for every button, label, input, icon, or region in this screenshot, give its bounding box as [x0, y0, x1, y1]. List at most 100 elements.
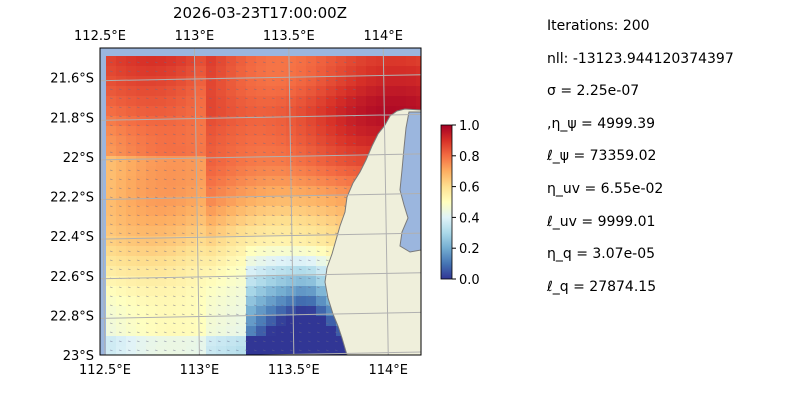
- velocity-arrow: [154, 61, 158, 64]
- velocity-arrow: [289, 61, 293, 64]
- velocity-arrow: [271, 304, 275, 307]
- velocity-arrow: [244, 133, 248, 136]
- velocity-arrow: [235, 349, 239, 352]
- field-cell: [196, 186, 207, 197]
- velocity-arrow: [136, 151, 140, 154]
- field-cell: [346, 176, 357, 187]
- field-cell: [176, 296, 187, 307]
- field-cell: [196, 136, 207, 147]
- velocity-arrow: [145, 187, 149, 190]
- velocity-arrow: [118, 205, 122, 208]
- velocity-arrow: [127, 160, 131, 163]
- field-cell: [266, 306, 277, 317]
- velocity-arrow: [280, 232, 284, 235]
- field-cell: [176, 166, 187, 177]
- field-cell: [306, 346, 317, 355]
- field-cell: [326, 346, 337, 355]
- velocity-arrow: [307, 61, 311, 64]
- velocity-arrow: [163, 331, 167, 334]
- velocity-arrow: [235, 340, 239, 343]
- field-cell: [296, 76, 307, 87]
- velocity-arrow: [217, 70, 221, 73]
- field-cell: [166, 246, 177, 257]
- field-cell: [116, 226, 127, 237]
- field-cell: [326, 206, 337, 217]
- velocity-arrow: [208, 97, 212, 100]
- velocity-arrow: [208, 124, 212, 127]
- velocity-arrow: [181, 97, 185, 100]
- field-cell: [306, 86, 317, 97]
- lat-tick-label: 22.8°S: [50, 309, 94, 324]
- velocity-arrow: [118, 313, 122, 316]
- velocity-arrow: [325, 331, 329, 334]
- field-cell: [226, 256, 237, 267]
- meridian-line: [193, 48, 200, 355]
- velocity-arrow: [280, 142, 284, 145]
- velocity-arrow: [163, 196, 167, 199]
- field-cell: [306, 266, 317, 277]
- velocity-arrow: [244, 124, 248, 127]
- field-cell: [296, 166, 307, 177]
- field-cell: [116, 126, 127, 137]
- velocity-arrow: [244, 295, 248, 298]
- velocity-arrow: [307, 223, 311, 226]
- field-cell: [286, 96, 297, 107]
- velocity-arrow: [190, 232, 194, 235]
- velocity-arrow: [298, 178, 302, 181]
- velocity-arrow: [298, 277, 302, 280]
- field-cell: [406, 76, 417, 87]
- field-cell: [336, 146, 347, 157]
- velocity-arrow: [253, 286, 257, 289]
- field-cell: [106, 266, 117, 277]
- velocity-arrow: [109, 322, 113, 325]
- velocity-arrow: [235, 151, 239, 154]
- velocity-arrow: [136, 187, 140, 190]
- velocity-arrow: [307, 70, 311, 73]
- field-cell: [326, 236, 337, 247]
- velocity-arrow: [271, 223, 275, 226]
- velocity-arrow: [118, 223, 122, 226]
- velocity-arrow: [253, 277, 257, 280]
- field-cell: [396, 66, 407, 77]
- velocity-arrow: [118, 349, 122, 352]
- field-cell: [226, 266, 237, 277]
- velocity-arrow: [235, 187, 239, 190]
- velocity-arrow: [244, 268, 248, 271]
- velocity-arrow: [280, 61, 284, 64]
- field-cell: [286, 126, 297, 137]
- velocity-arrow: [127, 133, 131, 136]
- field-cell: [256, 156, 267, 167]
- velocity-arrow: [163, 286, 167, 289]
- field-cell: [236, 126, 247, 137]
- velocity-arrow: [244, 304, 248, 307]
- field-cell: [236, 326, 247, 337]
- field-cell: [156, 86, 167, 97]
- field-cell: [106, 56, 117, 67]
- field-cell: [126, 76, 137, 87]
- velocity-arrow: [280, 223, 284, 226]
- field-cell: [126, 246, 137, 257]
- velocity-arrow: [253, 160, 257, 163]
- velocity-arrow: [235, 232, 239, 235]
- field-cell: [186, 146, 197, 157]
- velocity-arrow: [262, 223, 266, 226]
- field-cell: [336, 176, 347, 187]
- field-cell: [336, 156, 347, 167]
- velocity-arrow: [118, 187, 122, 190]
- field-cell: [186, 346, 197, 355]
- velocity-arrow: [352, 133, 356, 136]
- velocity-arrow: [127, 223, 131, 226]
- velocity-arrow: [271, 187, 275, 190]
- velocity-arrow: [343, 196, 347, 199]
- colorbar-tick-label: 0.2: [459, 242, 480, 257]
- stat-line: ,η_ψ = 4999.39: [547, 115, 656, 132]
- velocity-arrow: [262, 142, 266, 145]
- velocity-arrow: [145, 295, 149, 298]
- field-cell: [306, 246, 317, 257]
- field-cell: [256, 106, 267, 117]
- field-cell: [156, 56, 167, 67]
- field-cell: [136, 226, 147, 237]
- field-cell: [346, 86, 357, 97]
- velocity-arrow: [190, 331, 194, 334]
- velocity-arrow: [109, 61, 113, 64]
